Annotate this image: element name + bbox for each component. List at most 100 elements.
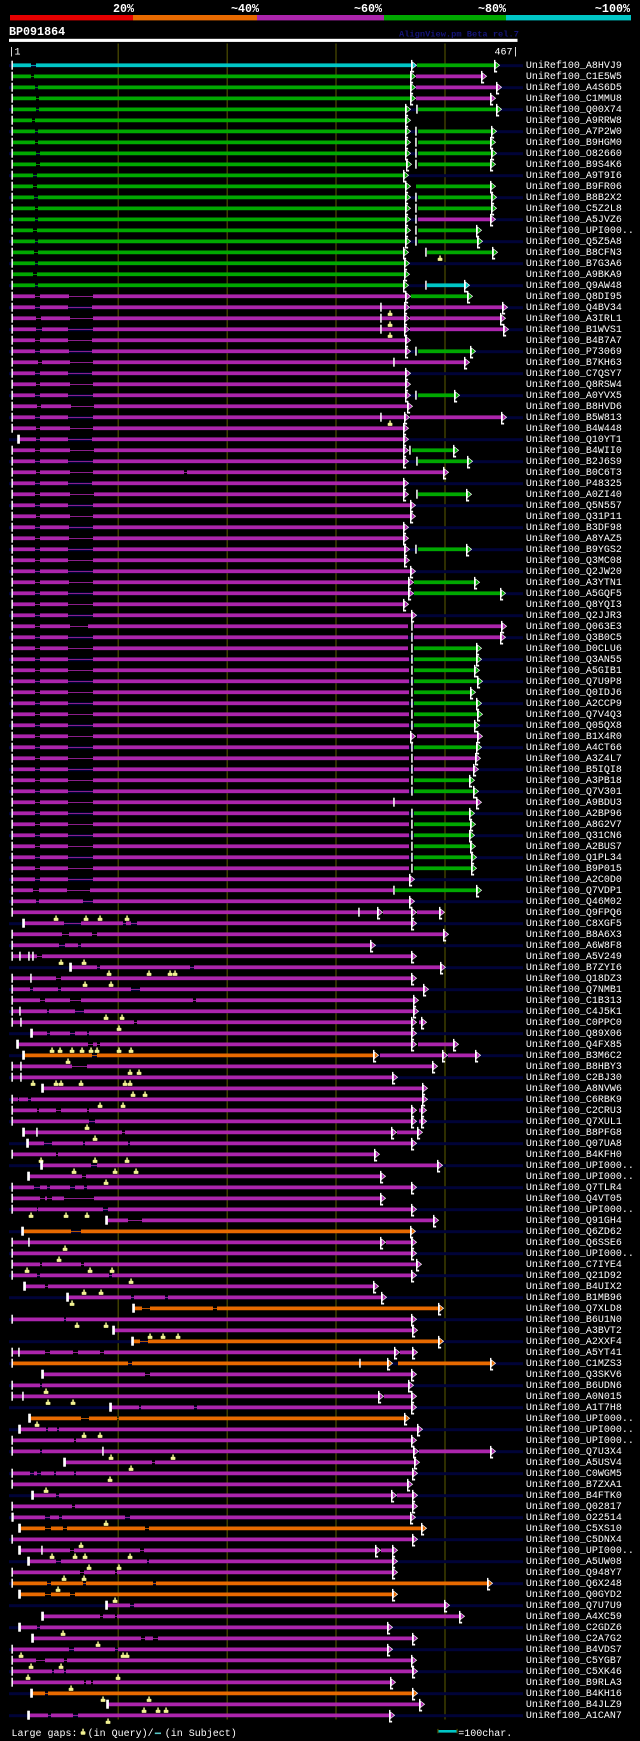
svg-text:UniRef100_A5V249: UniRef100_A5V249 [526, 951, 622, 963]
svg-text:UniRef100_A3YTN1: UniRef100_A3YTN1 [526, 577, 622, 589]
svg-text:467|: 467| [494, 47, 518, 59]
svg-text:UniRef100_C0WGM5: UniRef100_C0WGM5 [526, 1468, 622, 1480]
svg-text:UniRef100_B4FTK0: UniRef100_B4FTK0 [526, 1490, 622, 1502]
svg-text:UniRef100_Q7NMB1: UniRef100_Q7NMB1 [526, 984, 622, 996]
svg-text:UniRef100_Q3AN55: UniRef100_Q3AN55 [526, 654, 622, 666]
svg-text:UniRef100_C4J5K1: UniRef100_C4J5K1 [526, 1006, 622, 1018]
svg-text:Large gaps:: Large gaps: [12, 1729, 78, 1740]
svg-text:UniRef100_A5UW08: UniRef100_A5UW08 [526, 1556, 622, 1568]
svg-text:UniRef100_A2CCP9: UniRef100_A2CCP9 [526, 698, 622, 710]
svg-text:UniRef100_Q3SKV6: UniRef100_Q3SKV6 [526, 1369, 622, 1381]
svg-text:UniRef100_B9YGS2: UniRef100_B9YGS2 [526, 544, 622, 556]
svg-text:UniRef100_A1CAN7: UniRef100_A1CAN7 [526, 1710, 622, 1722]
svg-text:~60%: ~60% [354, 2, 383, 16]
svg-text:UniRef100_Q6SSE6: UniRef100_Q6SSE6 [526, 1237, 622, 1249]
svg-text:UniRef100_B9RLA3: UniRef100_B9RLA3 [526, 1677, 622, 1689]
svg-text:UniRef100_Q5Z5A8: UniRef100_Q5Z5A8 [526, 236, 622, 248]
svg-text:UniRef100_Q0GYD2: UniRef100_Q0GYD2 [526, 1589, 622, 1601]
svg-text:UniRef100_Q6X248: UniRef100_Q6X248 [526, 1578, 622, 1590]
svg-text:UniRef100_UPI000..: UniRef100_UPI000.. [526, 1171, 634, 1183]
svg-text:UniRef100_Q7V301: UniRef100_Q7V301 [526, 786, 622, 798]
svg-text:|1: |1 [9, 47, 21, 59]
svg-text:UniRef100_Q7TLR4: UniRef100_Q7TLR4 [526, 1182, 622, 1194]
svg-text:UniRef100_C5DNX4: UniRef100_C5DNX4 [526, 1534, 622, 1546]
svg-text:UniRef100_C5XS10: UniRef100_C5XS10 [526, 1523, 622, 1535]
svg-text:(in Subject): (in Subject) [165, 1728, 237, 1740]
svg-text:UniRef100_A5GQF5: UniRef100_A5GQF5 [526, 588, 622, 600]
svg-text:UniRef100_A9T9I6: UniRef100_A9T9I6 [526, 170, 622, 182]
svg-text:UniRef100_A1T7H8: UniRef100_A1T7H8 [526, 1402, 622, 1414]
svg-text:UniRef100_Q948Y7: UniRef100_Q948Y7 [526, 1567, 622, 1579]
svg-text:UniRef100_A5YT41: UniRef100_A5YT41 [526, 1347, 622, 1359]
svg-text:UniRef100_A9BKA9: UniRef100_A9BKA9 [526, 269, 622, 281]
svg-text:(in Query)/: (in Query)/ [88, 1728, 154, 1740]
svg-text:UniRef100_Q9FPQ6: UniRef100_Q9FPQ6 [526, 907, 622, 919]
svg-text:UniRef100_Q46M02: UniRef100_Q46M02 [526, 896, 622, 908]
svg-text:UniRef100_Q18DZ3: UniRef100_Q18DZ3 [526, 973, 622, 985]
svg-text:UniRef100_B7ZXA1: UniRef100_B7ZXA1 [526, 1479, 622, 1491]
svg-text:UniRef100_O22514: UniRef100_O22514 [526, 1512, 622, 1524]
svg-text:UniRef100_Q7U7U9: UniRef100_Q7U7U9 [526, 1600, 622, 1612]
svg-text:UniRef100_Q1PL34: UniRef100_Q1PL34 [526, 852, 622, 864]
svg-text:UniRef100_C7IYE4: UniRef100_C7IYE4 [526, 1259, 622, 1271]
svg-text:UniRef100_B9FR06: UniRef100_B9FR06 [526, 181, 622, 193]
svg-text:UniRef100_D0CLU6: UniRef100_D0CLU6 [526, 643, 622, 655]
svg-text:UniRef100_C1MZS3: UniRef100_C1MZS3 [526, 1358, 622, 1370]
svg-text:UniRef100_B4VDS7: UniRef100_B4VDS7 [526, 1644, 622, 1656]
svg-text:UniRef100_A2BUS7: UniRef100_A2BUS7 [526, 841, 622, 853]
svg-text:UniRef100_C5YGB7: UniRef100_C5YGB7 [526, 1655, 622, 1667]
svg-text:UniRef100_A2XXF4: UniRef100_A2XXF4 [526, 1336, 622, 1348]
svg-text:UniRef100_UPI000..: UniRef100_UPI000.. [526, 1545, 634, 1557]
svg-text:UniRef100_B9S4K6: UniRef100_B9S4K6 [526, 159, 622, 171]
svg-text:UniRef100_B9HGM0: UniRef100_B9HGM0 [526, 137, 622, 149]
svg-text:UniRef100_Q07UA8: UniRef100_Q07UA8 [526, 1138, 622, 1150]
svg-text:UniRef100_A8NVW6: UniRef100_A8NVW6 [526, 1083, 622, 1095]
svg-text:UniRef100_Q10YT1: UniRef100_Q10YT1 [526, 434, 622, 446]
svg-text:UniRef100_UPI000..: UniRef100_UPI000.. [526, 1248, 634, 1260]
svg-text:UniRef100_B1MB96: UniRef100_B1MB96 [526, 1292, 622, 1304]
svg-text:UniRef100_B5IQI8: UniRef100_B5IQI8 [526, 764, 622, 776]
svg-text:UniRef100_B6U1N0: UniRef100_B6U1N0 [526, 1314, 622, 1326]
svg-text:UniRef100_B4W448: UniRef100_B4W448 [526, 423, 622, 435]
svg-text:UniRef100_C1B313: UniRef100_C1B313 [526, 995, 622, 1007]
svg-text:UniRef100_B7KH63: UniRef100_B7KH63 [526, 357, 622, 369]
svg-text:UniRef100_Q3MC08: UniRef100_Q3MC08 [526, 555, 622, 567]
svg-text:UniRef100_Q21D92: UniRef100_Q21D92 [526, 1270, 622, 1282]
svg-text:UniRef100_Q7V4Q3: UniRef100_Q7V4Q3 [526, 709, 622, 721]
svg-text:UniRef100_B6UDN6: UniRef100_B6UDN6 [526, 1380, 622, 1392]
svg-text:=100char.: =100char. [458, 1728, 512, 1740]
svg-text:UniRef100_P73069: UniRef100_P73069 [526, 346, 622, 358]
svg-text:UniRef100_A2C0D0: UniRef100_A2C0D0 [526, 874, 622, 886]
svg-text:UniRef100_A7P2W0: UniRef100_A7P2W0 [526, 126, 622, 138]
svg-text:UniRef100_B4KH16: UniRef100_B4KH16 [526, 1688, 622, 1700]
svg-text:UniRef100_B1WVS1: UniRef100_B1WVS1 [526, 324, 622, 336]
svg-text:UniRef100_Q2JW20: UniRef100_Q2JW20 [526, 566, 622, 578]
svg-text:UniRef100_B4WII0: UniRef100_B4WII0 [526, 445, 622, 457]
svg-text:UniRef100_C7QSY7: UniRef100_C7QSY7 [526, 368, 622, 380]
svg-text:UniRef100_Q9AW48: UniRef100_Q9AW48 [526, 280, 622, 292]
svg-text:UniRef100_C6RBK9: UniRef100_C6RBK9 [526, 1094, 622, 1106]
svg-text:UniRef100_Q8RSW4: UniRef100_Q8RSW4 [526, 379, 622, 391]
svg-text:UniRef100_P48325: UniRef100_P48325 [526, 478, 622, 490]
svg-text:UniRef100_A9RRW8: UniRef100_A9RRW8 [526, 115, 622, 127]
svg-text:UniRef100_A4XC59: UniRef100_A4XC59 [526, 1611, 622, 1623]
svg-text:UniRef100_A9BDU3: UniRef100_A9BDU3 [526, 797, 622, 809]
svg-text:UniRef100_Q02817: UniRef100_Q02817 [526, 1501, 622, 1513]
svg-text:UniRef100_B0C6T3: UniRef100_B0C6T3 [526, 467, 622, 479]
svg-text:UniRef100_A4CT66: UniRef100_A4CT66 [526, 742, 622, 754]
svg-text:UniRef100_C1E5W5: UniRef100_C1E5W5 [526, 71, 622, 83]
svg-text:UniRef100_A0N015: UniRef100_A0N015 [526, 1391, 622, 1403]
svg-text:UniRef100_C2A7G2: UniRef100_C2A7G2 [526, 1633, 622, 1645]
svg-text:UniRef100_C2GDZ6: UniRef100_C2GDZ6 [526, 1622, 622, 1634]
svg-text:UniRef100_A0YVX5: UniRef100_A0YVX5 [526, 390, 622, 402]
svg-text:UniRef100_B8B2X2: UniRef100_B8B2X2 [526, 192, 622, 204]
svg-text:UniRef100_B4KFH0: UniRef100_B4KFH0 [526, 1149, 622, 1161]
svg-text:UniRef100_A8HVJ9: UniRef100_A8HVJ9 [526, 60, 622, 72]
svg-text:UniRef100_Q0IDJ6: UniRef100_Q0IDJ6 [526, 687, 622, 699]
svg-text:UniRef100_A4S6D5: UniRef100_A4S6D5 [526, 82, 622, 94]
svg-text:UniRef100_Q063E3: UniRef100_Q063E3 [526, 621, 622, 633]
svg-text:UniRef100_A2BP96: UniRef100_A2BP96 [526, 808, 622, 820]
svg-text:~100%: ~100% [595, 2, 631, 16]
svg-text:UniRef100_C8XGF5: UniRef100_C8XGF5 [526, 918, 622, 930]
svg-text:UniRef100_Q7U3X4: UniRef100_Q7U3X4 [526, 1446, 622, 1458]
